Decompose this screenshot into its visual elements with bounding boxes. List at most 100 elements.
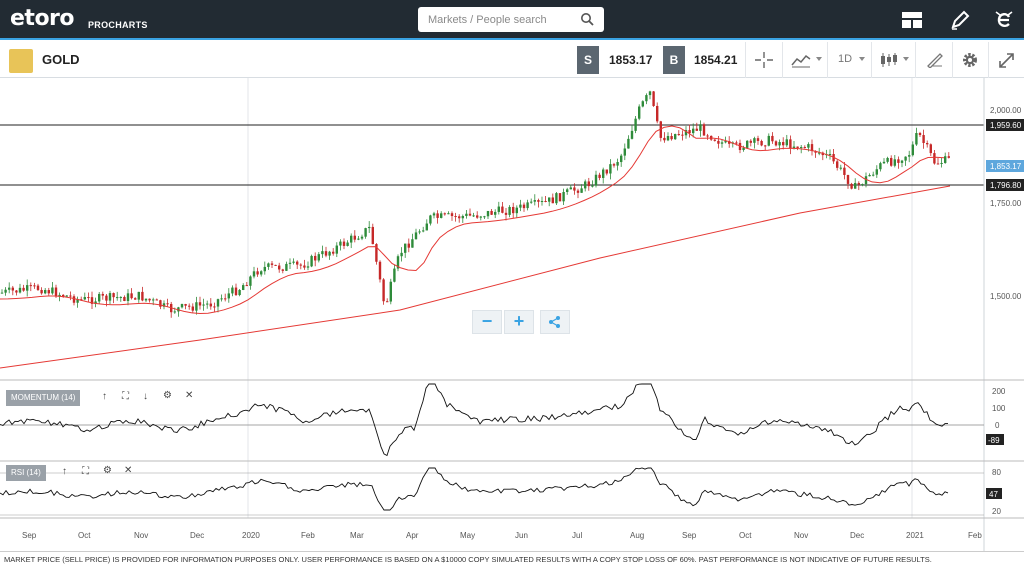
candle[interactable] (742, 147, 745, 151)
candle[interactable] (868, 175, 871, 177)
candle[interactable] (753, 138, 756, 143)
candle[interactable] (386, 301, 389, 303)
candle[interactable] (317, 254, 320, 261)
candle[interactable] (126, 293, 130, 302)
candle[interactable] (54, 287, 58, 297)
candle[interactable] (627, 138, 630, 149)
candle[interactable] (497, 206, 500, 212)
candle[interactable] (670, 136, 673, 140)
candle[interactable] (486, 210, 490, 217)
candle[interactable] (602, 169, 605, 178)
candle[interactable] (616, 162, 619, 166)
candle[interactable] (314, 255, 317, 261)
candle[interactable] (836, 161, 839, 168)
candle[interactable] (501, 206, 504, 213)
candle[interactable] (443, 213, 446, 215)
candle[interactable] (515, 207, 518, 214)
candle[interactable] (429, 215, 432, 224)
candle[interactable] (839, 167, 842, 169)
candle[interactable] (357, 238, 360, 240)
candle[interactable] (296, 261, 299, 265)
candle[interactable] (62, 294, 65, 297)
candle[interactable] (796, 146, 799, 149)
candle[interactable] (807, 144, 810, 148)
candle[interactable] (353, 235, 356, 240)
candle[interactable] (540, 201, 544, 203)
candle[interactable] (911, 144, 914, 156)
candle[interactable] (702, 124, 706, 136)
momentum-panel-label[interactable]: MOMENTUM (14) (6, 390, 81, 406)
move-up-icon[interactable]: ↑ (102, 391, 107, 402)
candle[interactable] (44, 290, 47, 294)
candle[interactable] (51, 287, 54, 294)
candle[interactable] (274, 264, 277, 266)
candle[interactable] (108, 293, 112, 301)
candle[interactable] (699, 124, 702, 131)
candle[interactable] (407, 243, 410, 248)
candle[interactable] (688, 130, 691, 134)
candle[interactable] (220, 298, 223, 300)
gear-icon[interactable]: ⚙ (163, 390, 172, 401)
candle[interactable] (544, 201, 547, 203)
candle[interactable] (645, 95, 648, 102)
candle[interactable] (450, 213, 454, 217)
candle[interactable] (123, 296, 126, 302)
gear-icon[interactable]: ⚙ (103, 465, 112, 476)
candle[interactable] (162, 303, 166, 307)
candle[interactable] (112, 293, 115, 298)
candle[interactable] (98, 293, 101, 302)
candle[interactable] (512, 206, 515, 214)
candle[interactable] (310, 255, 313, 267)
chart-type-dropdown[interactable] (782, 42, 827, 78)
candle[interactable] (0, 292, 4, 294)
candle[interactable] (22, 287, 25, 291)
candle[interactable] (188, 305, 191, 307)
candle[interactable] (36, 285, 40, 290)
candle[interactable] (252, 271, 256, 277)
candle[interactable] (414, 232, 418, 240)
buy-label[interactable]: B (663, 46, 685, 74)
share-button[interactable] (540, 310, 570, 334)
candle[interactable] (630, 130, 634, 139)
candle[interactable] (890, 157, 893, 166)
candle[interactable] (238, 289, 241, 296)
candle[interactable] (144, 298, 148, 301)
candle[interactable] (440, 213, 443, 218)
candle[interactable] (746, 140, 749, 148)
candle[interactable] (332, 251, 335, 254)
candle[interactable] (695, 128, 698, 131)
candle[interactable] (879, 163, 882, 170)
candle[interactable] (724, 141, 727, 143)
draw-tools-button[interactable] (915, 42, 952, 78)
candle[interactable] (778, 142, 781, 146)
candle[interactable] (904, 156, 907, 161)
candle[interactable] (69, 295, 72, 297)
candle[interactable] (15, 290, 18, 293)
candle[interactable] (846, 174, 850, 184)
candle[interactable] (508, 206, 511, 215)
candle[interactable] (400, 252, 403, 257)
close-icon[interactable]: ✕ (124, 465, 133, 476)
candle[interactable] (148, 298, 151, 301)
candle[interactable] (350, 235, 353, 243)
move-down-icon[interactable]: ↓ (143, 391, 148, 402)
candle[interactable] (422, 230, 425, 232)
candle[interactable] (854, 182, 857, 189)
candle[interactable] (580, 188, 583, 193)
candle[interactable] (947, 156, 950, 158)
candle[interactable] (940, 162, 943, 164)
candle[interactable] (29, 285, 32, 287)
candle[interactable] (659, 121, 662, 138)
candle[interactable] (321, 251, 324, 255)
candle[interactable] (47, 290, 50, 294)
layout-icon[interactable] (901, 9, 923, 31)
candle[interactable] (76, 299, 79, 303)
candle[interactable] (756, 138, 760, 141)
candle[interactable] (166, 303, 169, 305)
zoom-out-button[interactable]: − (472, 310, 502, 334)
candle[interactable] (342, 241, 346, 246)
candle[interactable] (65, 295, 68, 297)
candle[interactable] (159, 300, 162, 307)
candle[interactable] (558, 193, 562, 202)
moving-average-line[interactable] (0, 125, 945, 315)
